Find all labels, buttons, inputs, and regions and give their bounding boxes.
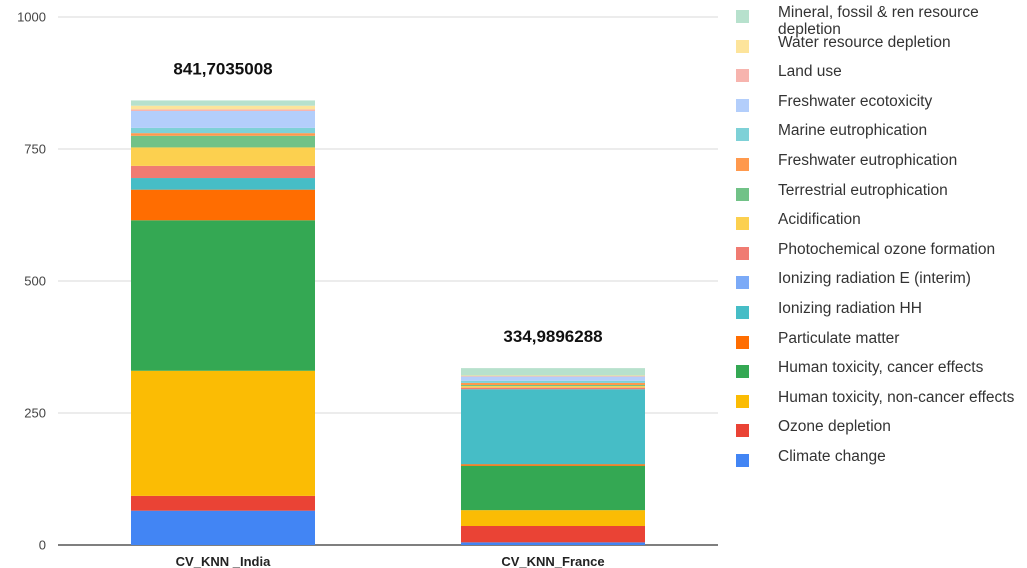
total-label: 334,9896288	[503, 327, 602, 346]
y-axis: 0 250 500 750 1000	[17, 10, 46, 553]
legend-item: Freshwater eutrophication	[736, 152, 1026, 182]
legend-swatch	[736, 69, 749, 83]
legend-item: Ionizing radiation E (interim)	[736, 270, 1026, 300]
legend-item: Climate change	[736, 448, 1026, 478]
bar-segment	[131, 220, 315, 371]
y-tick-label: 1000	[17, 10, 46, 25]
legend-swatch	[736, 305, 749, 319]
legend-item: Marine eutrophication	[736, 122, 1026, 152]
legend-swatch	[736, 128, 749, 142]
legend-item: Human toxicity, cancer effects	[736, 359, 1026, 389]
legend-swatch	[736, 424, 749, 438]
legend: Mineral, fossil & ren resource depletion…	[736, 4, 1026, 478]
legend-label: Photochemical ozone formation	[778, 240, 996, 258]
bar-segment	[461, 385, 645, 387]
legend-item: Mineral, fossil & ren resource depletion	[736, 4, 1026, 38]
total-label: 841,7035008	[173, 60, 272, 79]
x-category-label: CV_KNN_France	[501, 554, 604, 568]
legend-label: Land use	[778, 63, 842, 81]
legend-label: Ionizing radiation E (interim)	[778, 270, 971, 288]
bar-segment	[461, 389, 645, 465]
bar-segment	[461, 376, 645, 381]
legend-item: Particulate matter	[736, 330, 1026, 360]
legend-swatch	[736, 98, 749, 112]
legend-swatch	[736, 394, 749, 408]
legend-item: Freshwater ecotoxicity	[736, 93, 1026, 123]
legend-swatch	[736, 39, 749, 53]
bar-segment	[131, 510, 315, 545]
bar-segment	[131, 133, 315, 136]
bar-segment	[461, 510, 645, 526]
legend-item: Acidification	[736, 211, 1026, 241]
total-labels: 841,7035008 334,9896288	[173, 60, 602, 347]
bar-segment	[461, 380, 645, 383]
legend-label: Freshwater eutrophication	[778, 151, 958, 169]
legend-label: Climate change	[778, 447, 886, 465]
legend-swatch	[736, 365, 749, 379]
bar-segment	[131, 135, 315, 148]
bar-segment	[131, 370, 315, 496]
legend-swatch	[736, 187, 749, 201]
bar-segment	[461, 542, 645, 545]
bar-segment	[131, 105, 315, 110]
legend-swatch	[736, 246, 749, 260]
bar-segment	[131, 109, 315, 111]
bar-segment	[131, 100, 315, 106]
x-axis: CV_KNN _India CV_KNN_France	[176, 554, 605, 568]
legend-swatch	[736, 335, 749, 349]
legend-swatch	[736, 453, 749, 467]
bar-segment	[131, 147, 315, 166]
legend-label: Freshwater ecotoxicity	[778, 92, 933, 110]
legend-swatch	[736, 217, 749, 231]
bar-segment	[461, 375, 645, 377]
legend-item: Human toxicity, non-cancer effects	[736, 389, 1026, 419]
legend-label: Marine eutrophication	[778, 122, 928, 140]
y-tick-label: 500	[24, 274, 46, 289]
bar-segment	[461, 525, 645, 543]
legend-swatch	[736, 276, 749, 290]
y-tick-label: 750	[24, 142, 46, 157]
legend-label: Human toxicity, cancer effects	[778, 359, 984, 377]
legend-item: Ionizing radiation HH	[736, 300, 1026, 330]
bar-segment	[461, 386, 645, 388]
legend-swatch	[736, 157, 749, 171]
legend-swatch	[736, 10, 749, 23]
bar-segment	[461, 387, 645, 390]
bar-segment	[131, 165, 315, 179]
bar-segment	[131, 495, 315, 511]
bar-segment	[131, 178, 315, 190]
legend-label: Particulate matter	[778, 329, 900, 347]
bar-segment	[131, 189, 315, 221]
legend-item: Ozone depletion	[736, 418, 1026, 448]
legend-label: Acidification	[778, 211, 861, 229]
legend-item: Land use	[736, 63, 1026, 93]
bar-segment	[461, 382, 645, 386]
y-tick-label: 250	[24, 406, 46, 421]
legend-label: Terrestrial eutrophication	[778, 181, 948, 199]
x-category-label: CV_KNN _India	[176, 554, 271, 568]
bar-segment	[461, 368, 645, 376]
legend-label: Human toxicity, non-cancer effects	[778, 388, 1015, 406]
legend-label: Water resource depletion	[778, 33, 951, 51]
bars	[131, 100, 645, 545]
bar-segment	[131, 110, 315, 128]
bar-segment	[131, 127, 315, 134]
bar-segment	[461, 465, 645, 511]
legend-label: Ozone depletion	[778, 418, 891, 436]
stacked-bar-chart: 0 250 500 750 1000 841,7035008 334,9896288 CV…	[17, 10, 718, 568]
legend-label: Ionizing radiation HH	[778, 299, 922, 317]
legend-label: Mineral, fossil & ren resource depletion	[778, 4, 979, 38]
legend-item: Water resource depletion	[736, 34, 1026, 64]
legend-item: Terrestrial eutrophication	[736, 182, 1026, 212]
y-tick-label: 0	[39, 538, 46, 553]
bar-segment	[461, 464, 645, 466]
bar-segment	[461, 376, 645, 377]
legend-item: Photochemical ozone formation	[736, 241, 1026, 271]
